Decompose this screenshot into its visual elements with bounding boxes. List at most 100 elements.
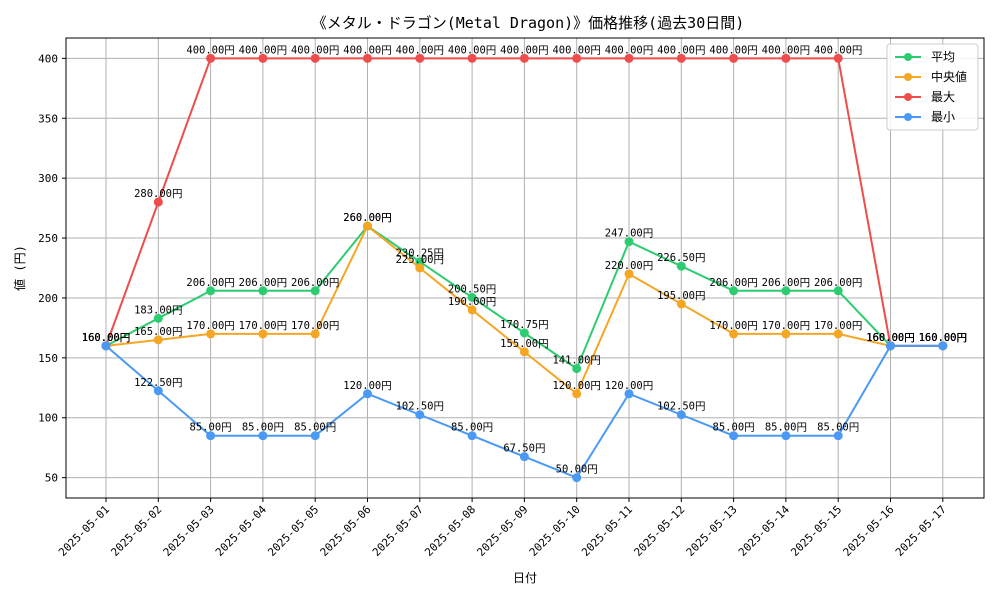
data-point: [467, 292, 477, 302]
data-label: 160.00円: [919, 332, 967, 344]
data-point: [938, 341, 948, 351]
data-point: [833, 286, 843, 296]
x-tick-label: 2025-05-16: [841, 503, 897, 559]
legend-swatch-marker: [904, 113, 912, 121]
data-label: 160.00円: [866, 332, 914, 344]
data-point: [467, 431, 477, 441]
data-label: 102.50円: [396, 401, 444, 413]
data-label: 400.00円: [186, 44, 234, 56]
data-label: 170.00円: [291, 320, 339, 332]
data-point: [729, 431, 739, 441]
data-label: 160.00円: [919, 332, 967, 344]
data-point: [363, 389, 372, 399]
x-tick-label: 2025-05-13: [684, 503, 740, 559]
data-point: [833, 329, 843, 339]
data-label: 247.00円: [605, 228, 653, 240]
data-point: [310, 329, 320, 339]
legend-swatch-marker: [904, 53, 912, 61]
data-point: [572, 473, 582, 483]
data-label: 155.00円: [500, 338, 548, 350]
data-point: [153, 386, 163, 396]
data-label: 226.50円: [657, 252, 705, 264]
y-tick-label: 350: [38, 112, 58, 125]
x-tick-label: 2025-05-08: [422, 503, 478, 559]
data-point: [572, 364, 582, 374]
data-label: 230.25円: [396, 248, 444, 260]
series-lines: [101, 53, 948, 483]
data-point: [624, 237, 634, 247]
data-label: 206.00円: [186, 277, 234, 289]
data-point: [415, 263, 425, 273]
y-tick-label: 250: [38, 232, 58, 245]
data-label: 122.50円: [134, 377, 182, 389]
data-label: 160.00円: [82, 332, 130, 344]
legend-swatch-marker: [904, 73, 912, 81]
data-label: 67.50円: [503, 443, 545, 455]
data-labels: 160.00円 183.00円 206.00円 206.00円 206.00円 260.0…: [82, 44, 967, 475]
data-label: 160.00円: [919, 332, 967, 344]
data-label: 400.00円: [500, 44, 548, 56]
data-label: 85.00円: [817, 422, 859, 434]
x-tick-label: 2025-05-01: [56, 503, 112, 559]
chart-title: 《メタル・ドラゴン(Metal Dragon)》価格推移(過去30日間): [312, 14, 745, 32]
data-label: 165.00円: [134, 326, 182, 338]
data-label: 120.00円: [552, 380, 600, 392]
y-tick-label: 400: [38, 52, 58, 65]
data-label: 160.00円: [82, 332, 130, 344]
x-tick-label: 2025-05-10: [527, 503, 583, 559]
legend-entry-label: 平均: [931, 50, 955, 64]
data-label: 400.00円: [343, 44, 391, 56]
data-label: 400.00円: [291, 44, 339, 56]
data-point: [781, 53, 791, 63]
data-point: [781, 329, 791, 339]
data-point: [310, 53, 320, 63]
data-label: 220.00円: [605, 260, 653, 272]
plot-frame: [65, 37, 985, 499]
legend-entry-label: 中央値: [931, 69, 967, 84]
data-label: 206.00円: [762, 277, 810, 289]
data-point: [781, 286, 791, 296]
data-label: 400.00円: [605, 44, 653, 56]
data-label: 85.00円: [190, 422, 232, 434]
data-label: 85.00円: [294, 422, 336, 434]
x-tick-label: 2025-05-02: [108, 503, 164, 559]
data-point: [624, 269, 634, 279]
data-point: [676, 261, 686, 271]
x-axis-ticks: 2025-05-012025-05-022025-05-032025-05-04…: [56, 498, 949, 559]
data-label: 141.00円: [552, 355, 600, 367]
y-tick-label: 300: [38, 172, 58, 185]
data-point: [415, 410, 425, 420]
x-tick-label: 2025-05-11: [579, 503, 635, 559]
x-tick-label: 2025-05-15: [788, 503, 844, 559]
y-tick-label: 100: [38, 412, 58, 425]
data-label: 160.00円: [866, 332, 914, 344]
x-tick-label: 2025-05-17: [893, 503, 949, 559]
data-point: [572, 53, 582, 63]
data-point: [729, 53, 739, 63]
data-point: [153, 197, 163, 207]
data-point: [729, 286, 739, 296]
data-point: [519, 53, 529, 63]
data-point: [519, 347, 529, 357]
data-label: 400.00円: [762, 44, 810, 56]
data-label: 170.75円: [500, 319, 548, 331]
y-tick-label: 200: [38, 292, 58, 305]
data-point: [101, 341, 111, 351]
data-point: [676, 53, 686, 63]
data-point: [363, 221, 372, 231]
x-tick-label: 2025-05-07: [370, 503, 426, 559]
y-tick-label: 150: [38, 352, 58, 365]
data-label: 225.00円: [396, 254, 444, 266]
data-point: [258, 329, 268, 339]
data-label: 400.00円: [396, 44, 444, 56]
legend-swatch-marker: [904, 93, 912, 101]
legend-entry-label: 最小: [931, 110, 955, 124]
data-point: [729, 329, 739, 339]
y-axis-label: 値 (円): [12, 245, 27, 291]
data-label: 85.00円: [765, 422, 807, 434]
data-label: 280.00円: [134, 188, 182, 200]
data-label: 160.00円: [866, 332, 914, 344]
